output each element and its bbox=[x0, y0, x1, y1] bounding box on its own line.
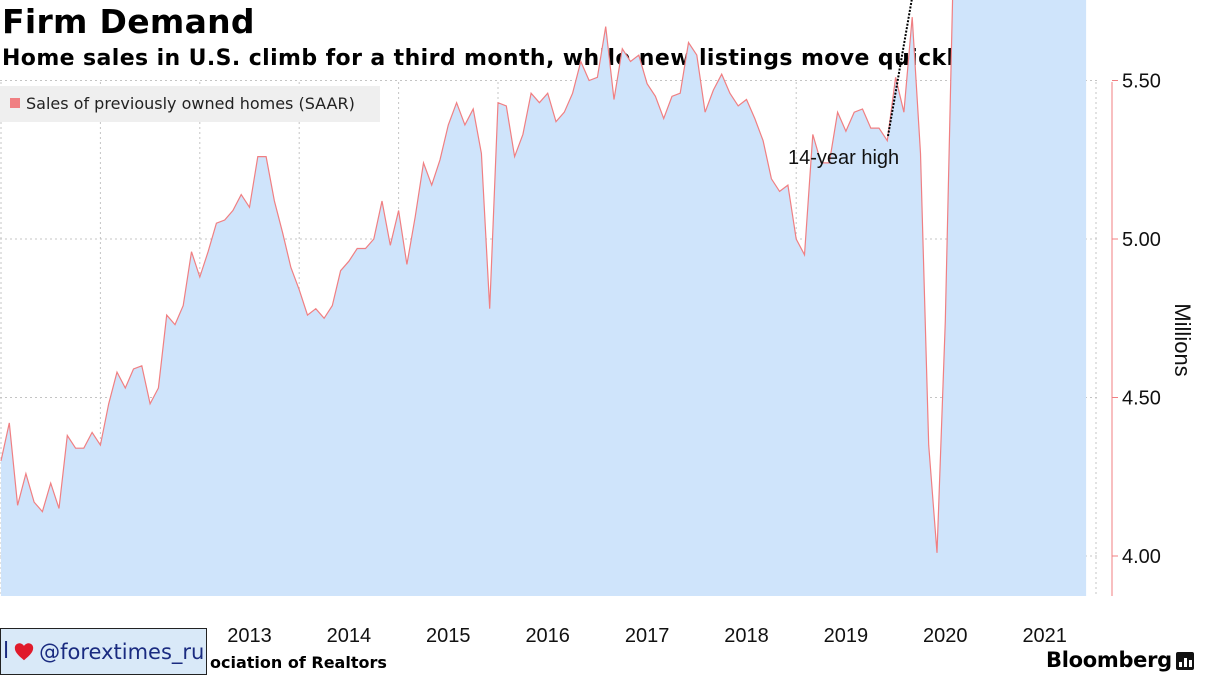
peak-annotation: 14-year high bbox=[788, 147, 899, 169]
source-note: ociation of Realtors bbox=[210, 653, 387, 672]
x-tick-label: 2020 bbox=[923, 625, 968, 647]
series-area bbox=[1, 0, 1087, 596]
legend-swatch bbox=[10, 98, 20, 108]
x-tick-label: 2019 bbox=[824, 625, 869, 647]
heart-icon bbox=[14, 642, 34, 660]
chart-subtitle: Home sales in U.S. climb for a third mon… bbox=[2, 46, 970, 71]
y-tick-label: 4.50 bbox=[1122, 388, 1161, 410]
chart-title: Firm Demand bbox=[2, 2, 255, 41]
watermark-text: @forextimes_ru bbox=[39, 639, 205, 664]
legend-label: Sales of previously owned homes (SAAR) bbox=[26, 94, 355, 113]
bloomberg-terminal-icon bbox=[1176, 652, 1194, 670]
legend-box bbox=[0, 86, 380, 122]
y-tick-label: 5.00 bbox=[1122, 229, 1161, 251]
y-tick-label: 5.50 bbox=[1122, 71, 1161, 93]
x-tick-label: 2013 bbox=[227, 625, 272, 647]
y-axis-title: Millions bbox=[1170, 303, 1195, 376]
x-tick-label: 2014 bbox=[327, 625, 372, 647]
annotation-arrow bbox=[887, 0, 913, 137]
x-tick-label: 2016 bbox=[525, 625, 570, 647]
bloomberg-logo: Bloomberg bbox=[1046, 648, 1172, 672]
x-tick-label: 2018 bbox=[724, 625, 769, 647]
y-tick-label: 4.00 bbox=[1122, 546, 1161, 568]
series-line bbox=[0, 0, 954, 553]
watermark-badge: l @forextimes_ru bbox=[0, 628, 207, 675]
watermark-prefix: l bbox=[3, 639, 10, 664]
x-tick-label: 2017 bbox=[625, 625, 670, 647]
x-tick-label: 2021 bbox=[1022, 625, 1067, 647]
x-tick-label: 2015 bbox=[426, 625, 471, 647]
